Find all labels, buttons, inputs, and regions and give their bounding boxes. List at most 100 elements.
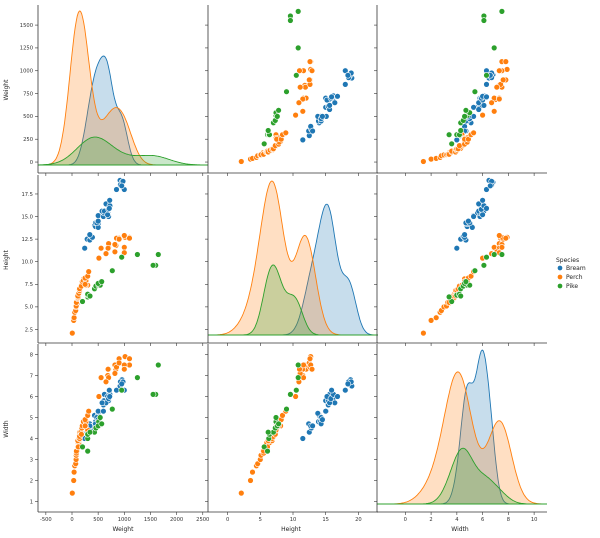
panel-plot-area: [38, 10, 208, 166]
point-bream: [342, 81, 349, 88]
point-perch: [496, 232, 503, 239]
x-axis-label-width: Width: [451, 526, 469, 533]
panel-height-vs-height: [205, 175, 378, 346]
point-pike: [483, 254, 490, 261]
point-pike: [457, 127, 464, 134]
point-bream: [479, 197, 486, 204]
point-pike: [498, 8, 506, 15]
point-perch: [308, 366, 316, 373]
point-perch: [121, 366, 128, 373]
point-pike: [445, 293, 453, 301]
kde-perch: [377, 371, 547, 505]
point-pike: [283, 405, 290, 413]
y-tick-label: 1250: [20, 46, 33, 52]
y-tick-label: 500: [23, 114, 33, 120]
point-perch: [126, 235, 133, 242]
point-bream: [465, 217, 472, 225]
point-bream: [453, 245, 460, 252]
point-perch: [420, 158, 427, 165]
point-perch: [500, 76, 507, 84]
point-pike: [86, 429, 94, 436]
point-pike: [295, 44, 302, 52]
kde-pike: [208, 264, 378, 336]
point-pike: [295, 374, 302, 381]
point-pike: [149, 262, 157, 269]
point-bream: [480, 102, 488, 109]
point-perch: [488, 99, 495, 106]
panel-weight-vs-width: [374, 5, 547, 176]
y-tick-label: 3: [30, 457, 33, 463]
point-perch: [496, 95, 503, 103]
y-tick-label: 1000: [20, 69, 33, 75]
panel-plot-area: [238, 353, 355, 497]
panel-plot-area: [69, 353, 162, 497]
point-perch: [503, 66, 511, 73]
point-bream: [487, 182, 494, 190]
point-perch: [70, 477, 77, 484]
y-tick-label: 7: [30, 373, 33, 379]
point-pike: [261, 140, 268, 148]
x-tick-label: 6: [481, 517, 484, 523]
kde-pike: [38, 136, 208, 166]
x-tick-label: 0: [404, 517, 407, 523]
point-pike: [98, 278, 105, 285]
panel-weight-vs-weight: 0 250 500 750 1000 1250 1500: [20, 5, 208, 176]
legend-label-bream: Bream: [566, 265, 586, 272]
point-pike: [287, 17, 294, 24]
point-perch: [479, 111, 486, 119]
point-perch: [306, 76, 313, 84]
panel-width-vs-height: 0 5 10 15 20: [205, 344, 378, 523]
point-bream: [344, 380, 352, 388]
point-perch: [498, 244, 506, 251]
point-pike: [118, 254, 125, 261]
point-perch: [306, 355, 314, 362]
point-perch: [433, 314, 440, 321]
point-bream: [334, 393, 341, 400]
point-bream: [94, 217, 102, 225]
panel-plot-area: [208, 180, 378, 336]
point-perch: [81, 281, 89, 288]
x-tick-label: 5: [259, 517, 262, 523]
x-tick-label: 0: [70, 517, 73, 523]
point-perch: [308, 67, 316, 74]
y-tick-label: 7.5: [25, 282, 33, 288]
legend-marker-bream: [557, 265, 563, 271]
point-bream: [322, 408, 329, 415]
panel-weight-vs-height: [205, 5, 378, 176]
point-pike: [98, 420, 105, 427]
panel-plot-area: [69, 177, 162, 337]
y-tick-label: 4: [30, 436, 34, 442]
point-perch: [85, 268, 92, 275]
point-pike: [295, 8, 302, 15]
point-perch: [97, 245, 105, 252]
point-bream: [483, 186, 490, 193]
point-bream: [461, 231, 468, 238]
y-tick-label: 2.5: [25, 327, 33, 333]
point-bream: [483, 205, 490, 212]
y-tick-label: 15.0: [21, 214, 33, 220]
point-perch: [102, 378, 110, 385]
legend-marker-perch: [557, 274, 563, 280]
x-tick-label: 500: [93, 517, 103, 523]
point-perch: [121, 232, 128, 239]
point-perch: [115, 235, 123, 243]
point-bream: [299, 136, 306, 144]
point-bream: [309, 422, 316, 430]
point-bream: [314, 410, 321, 417]
point-perch: [249, 468, 256, 476]
point-bream: [100, 408, 107, 415]
point-pike: [471, 267, 479, 274]
point-pike: [274, 113, 281, 120]
point-pike: [264, 447, 271, 455]
panel-width-vs-weight: 1 2 3 4 5 6 7 8 -500 0 500 1000 1500 2000 2500: [30, 344, 209, 523]
y-tick-label: 10.0: [21, 260, 33, 266]
point-perch: [456, 142, 463, 149]
x-tick-label: 2500: [196, 517, 209, 523]
point-bream: [326, 102, 333, 109]
y-tick-label: 17.5: [21, 192, 33, 198]
point-bream: [479, 211, 486, 218]
point-bream: [98, 399, 106, 406]
point-pike: [118, 387, 125, 394]
point-pike: [293, 387, 300, 394]
